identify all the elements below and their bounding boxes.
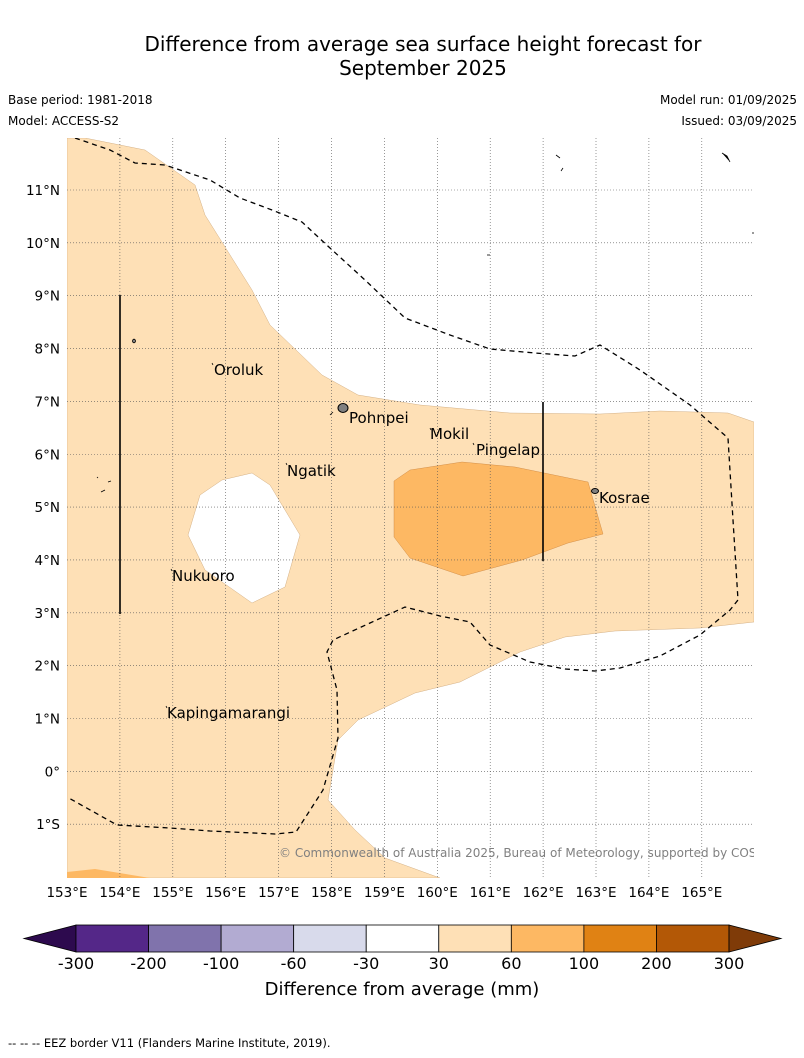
lat-tick-label: 2°N xyxy=(35,659,60,675)
islet xyxy=(329,411,334,416)
issued-date: Issued: 03/09/2025 xyxy=(681,114,797,128)
eez-footnote: -- -- -- EEZ border V11 (Flanders Marine… xyxy=(8,1036,331,1050)
map-plot-area: Oroluk Pohnpei Mokil Pingelap Ngatik Kos… xyxy=(67,138,784,878)
colorbar-tick-label: 30 xyxy=(429,954,449,973)
title-line-2: September 2025 xyxy=(339,56,507,80)
colorbar-tick-label: -60 xyxy=(281,954,307,973)
colorbar-extend-high xyxy=(728,924,783,953)
islet xyxy=(132,338,136,344)
place-label-pohnpei: Pohnpei xyxy=(349,409,409,427)
lat-tick-label: 1°S xyxy=(36,817,60,833)
lon-tick-label: 155°E xyxy=(152,885,193,901)
place-label-ngatik: Ngatik xyxy=(287,462,336,480)
longitude-ticks: 153°E 154°E 155°E 156°E 157°E 158°E 159°E 160°E… xyxy=(46,885,722,901)
lat-tick-label: 5°N xyxy=(35,500,60,516)
lat-tick-label: 11°N xyxy=(26,183,60,199)
colorbar-tick-label: 100 xyxy=(569,954,600,973)
lat-tick-label: 8°N xyxy=(35,342,60,358)
colorbar-segment xyxy=(75,924,149,953)
lon-tick-label: 161°E xyxy=(470,885,511,901)
lat-tick-label: 1°N xyxy=(35,712,60,728)
eez-border-north xyxy=(67,138,739,835)
islet xyxy=(165,362,475,709)
lon-tick-label: 157°E xyxy=(258,885,299,901)
base-period: Base period: 1981-2018 xyxy=(8,93,153,107)
colorbar-title: Difference from average (mm) xyxy=(265,979,540,1000)
place-label-oroluk: Oroluk xyxy=(214,361,263,379)
lat-tick-label: 6°N xyxy=(35,447,60,463)
colorbar-segment xyxy=(365,924,440,953)
kosrae-island xyxy=(591,488,599,494)
land-features xyxy=(96,152,754,709)
place-label-kapingamarangi: Kapingamarangi xyxy=(167,704,290,722)
lon-tick-label: 156°E xyxy=(205,885,246,901)
colorbar-tick-label: -200 xyxy=(130,954,166,973)
lon-tick-label: 165°E xyxy=(681,885,722,901)
colorbar-segment xyxy=(148,924,222,953)
anomaly-region-60-100 xyxy=(393,461,604,577)
lon-tick-label: 160°E xyxy=(417,885,458,901)
place-label-nukuoro: Nukuoro xyxy=(172,567,235,585)
model-run: Model run: 01/09/2025 xyxy=(659,93,797,107)
colorbar: -300 -200 -100 -60 -30 30 60 100 200 300 xyxy=(22,924,783,973)
place-label-kosrae: Kosrae xyxy=(599,489,650,507)
title-line-1: Difference from average sea surface heig… xyxy=(144,32,702,56)
model-name: Model: ACCESS-S2 xyxy=(8,114,120,128)
colorbar-segment xyxy=(293,924,367,953)
lon-tick-label: 162°E xyxy=(523,885,564,901)
colorbar-segment xyxy=(438,924,512,953)
colorbar-tick-label: 60 xyxy=(501,954,521,973)
place-label-pingelap: Pingelap xyxy=(476,441,540,459)
lon-tick-label: 159°E xyxy=(364,885,405,901)
lon-tick-label: 163°E xyxy=(575,885,616,901)
lon-tick-label: 154°E xyxy=(99,885,140,901)
colorbar-segment xyxy=(510,924,585,953)
pohnpei-island xyxy=(337,403,349,413)
latitude-ticks: 11°N 10°N 9°N 8°N 7°N 6°N 5°N 4°N 3°N 2°N 1°N 0° 1°S xyxy=(26,183,60,833)
lat-tick-label: 9°N xyxy=(35,289,60,305)
colorbar-tick-label: -30 xyxy=(353,954,379,973)
lat-tick-label: 10°N xyxy=(26,236,60,252)
copyright-notice: © Commonwealth of Australia 2025, Bureau… xyxy=(279,846,784,860)
lat-tick-label: 0° xyxy=(45,764,60,780)
islet xyxy=(721,152,731,163)
chart-title: Difference from average sea surface heig… xyxy=(0,32,804,80)
colorbar-tick-label: -300 xyxy=(58,954,94,973)
colorbar-tick-label: 300 xyxy=(714,954,745,973)
colorbar-tick-label: 200 xyxy=(641,954,672,973)
colorbar-segment xyxy=(220,924,295,953)
lon-tick-label: 164°E xyxy=(628,885,669,901)
lon-tick-label: 153°E xyxy=(46,885,87,901)
colorbar-segment xyxy=(583,924,657,953)
lon-tick-label: 158°E xyxy=(311,885,352,901)
anomaly-region-60-100-south xyxy=(67,869,150,878)
place-label-mokil: Mokil xyxy=(430,425,469,443)
lat-tick-label: 4°N xyxy=(35,553,60,569)
islet xyxy=(555,154,564,172)
lat-tick-label: 3°N xyxy=(35,606,60,622)
lat-tick-label: 7°N xyxy=(35,394,60,410)
colorbar-extend-low xyxy=(22,924,77,953)
colorbar-tick-label: -100 xyxy=(203,954,239,973)
colorbar-segment xyxy=(656,924,730,953)
islet xyxy=(96,476,112,493)
